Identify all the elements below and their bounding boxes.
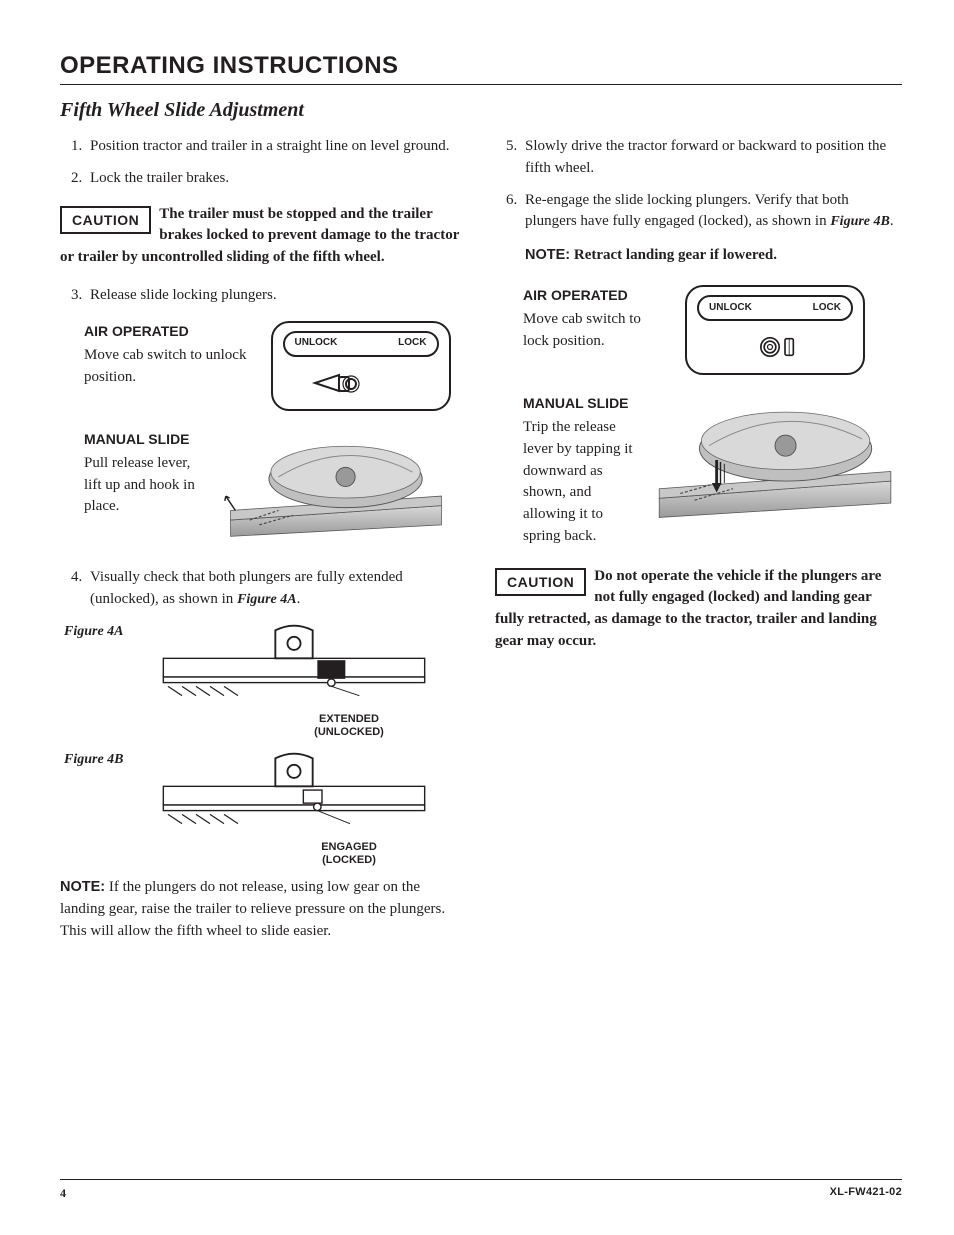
switch-lock-label-right: LOCK [813, 301, 841, 316]
page-title: OPERATING INSTRUCTIONS [60, 52, 902, 85]
switch-unlock-label-left: UNLOCK [295, 336, 338, 351]
caution-block-1: CAUTION The trailer must be stopped and … [60, 204, 467, 269]
fifth-wheel-illustration-right [651, 393, 902, 535]
left-column: Position tractor and trailer in a straig… [60, 136, 467, 942]
document-id: XL-FW421-02 [830, 1186, 902, 1201]
figure-4b-caption-1: ENGAGED [321, 841, 377, 853]
page-footer: 4 XL-FW421-02 [60, 1179, 902, 1201]
right-column: Slowly drive the tractor forward or back… [495, 136, 902, 942]
fifth-wheel-illustration-left [221, 429, 467, 552]
note-plungers: NOTE: If the plungers do not release, us… [60, 877, 467, 942]
step-6: Re-engage the slide locking plungers. Ve… [521, 190, 902, 267]
switch-panel-lock: UNLOCK LOCK [685, 285, 865, 375]
figure-4b-caption-2: (LOCKED) [322, 854, 376, 866]
switch-knob-icon-lock [755, 329, 805, 365]
step-2: Lock the trailer brakes. [86, 168, 467, 190]
figure-4b-label: Figure 4B [64, 752, 124, 767]
figure-4b-diagram [154, 749, 434, 833]
switch-panel-unlock: UNLOCK LOCK [271, 321, 451, 411]
page-number: 4 [60, 1186, 66, 1201]
figure-4a-caption-1: EXTENDED [319, 713, 379, 725]
manual-slide-heading-right: MANUAL SLIDE [523, 393, 637, 413]
figure-4a-diagram [154, 621, 434, 705]
switch-lock-label-left: LOCK [398, 336, 426, 351]
step-3: Release slide locking plungers. [86, 285, 467, 307]
air-operated-heading-right: AIR OPERATED [523, 285, 667, 305]
figure-4a-label: Figure 4A [64, 624, 124, 639]
caution-block-2: CAUTION Do not operate the vehicle if th… [495, 566, 902, 653]
manual-slide-text-right: Trip the release lever by tapping it dow… [523, 417, 637, 548]
step-4: Visually check that both plungers are fu… [86, 567, 467, 611]
section-subtitle: Fifth Wheel Slide Adjustment [60, 99, 902, 122]
caution-label-2: CAUTION [495, 568, 586, 596]
air-operated-text-left: Move cab switch to unlock position. [84, 345, 253, 389]
air-operated-text-right: Move cab switch to lock position. [523, 309, 667, 353]
switch-unlock-label-right: UNLOCK [709, 301, 752, 316]
caution-label: CAUTION [60, 206, 151, 234]
switch-knob-icon-unlock [311, 365, 361, 401]
air-operated-heading-left: AIR OPERATED [84, 321, 253, 341]
step-1: Position tractor and trailer in a straig… [86, 136, 467, 158]
step-5: Slowly drive the tractor forward or back… [521, 136, 902, 180]
figure-4a-caption-2: (UNLOCKED) [314, 726, 384, 738]
manual-slide-text-left: Pull release lever, lift up and hook in … [84, 453, 207, 518]
manual-slide-heading-left: MANUAL SLIDE [84, 429, 207, 449]
